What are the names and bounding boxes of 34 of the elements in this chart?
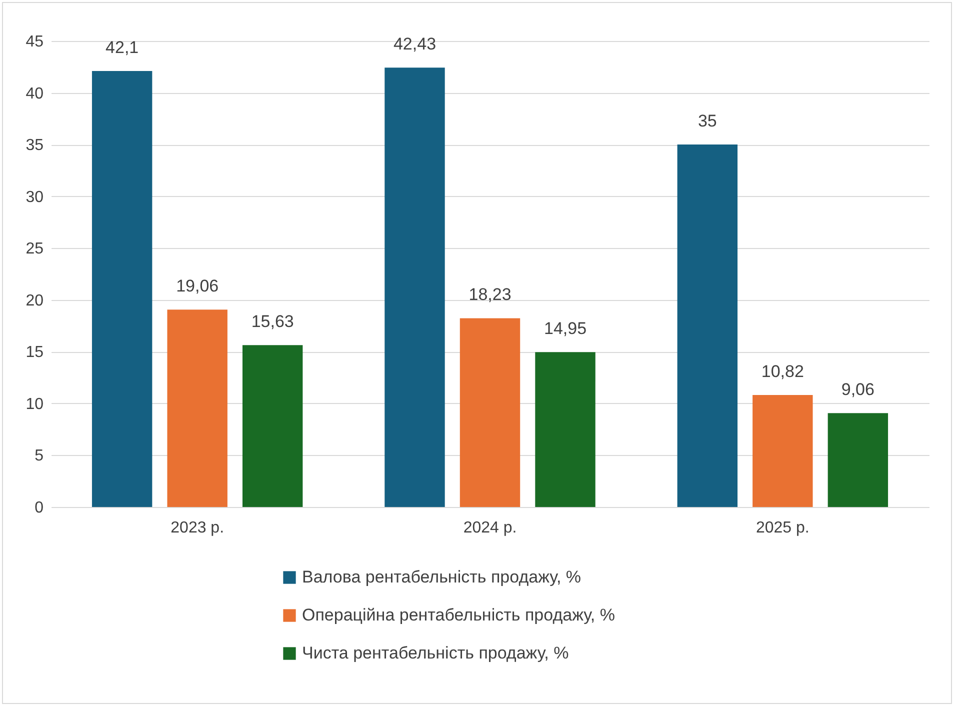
bar [242, 345, 303, 507]
legend-label: Операційна рентабельність продажу, % [302, 606, 615, 624]
bar [752, 394, 813, 507]
bar [460, 318, 520, 507]
data-label: 10,82 [761, 362, 804, 381]
y-tick-label: 20 [26, 292, 44, 310]
y-tick-label: 15 [26, 344, 44, 362]
data-label: 14,95 [544, 319, 587, 338]
bar [384, 68, 445, 507]
y-tick-label: 25 [26, 240, 44, 258]
x-tick-label: 2025 р. [756, 520, 810, 536]
data-label: 15,63 [251, 312, 294, 332]
y-tick-label: 5 [34, 448, 44, 465]
bar [828, 413, 888, 507]
y-tick-label: 35 [26, 137, 44, 154]
bar [92, 71, 152, 507]
x-tick-label: 2023 р. [170, 520, 224, 536]
bar [677, 144, 738, 507]
x-tick-label: 2024 р. [463, 520, 517, 536]
y-tick-label: 30 [26, 188, 44, 206]
bar [167, 310, 228, 507]
data-label: 42,1 [106, 38, 139, 58]
data-label: 35 [698, 112, 717, 131]
data-label: 42,43 [393, 34, 436, 54]
y-tick-label: 40 [26, 85, 44, 102]
legend-label: Чиста рентабельність продажу, % [302, 644, 569, 662]
data-label: 9,06 [841, 380, 874, 400]
data-label: 18,23 [468, 285, 512, 304]
legend-label: Валова рентабельність продажу, % [302, 568, 582, 586]
y-tick-label: 10 [26, 396, 44, 413]
y-tick-label: 0 [34, 500, 44, 516]
data-label: 19,06 [176, 276, 219, 296]
bar [535, 352, 596, 507]
y-tick-label: 45 [26, 34, 44, 50]
